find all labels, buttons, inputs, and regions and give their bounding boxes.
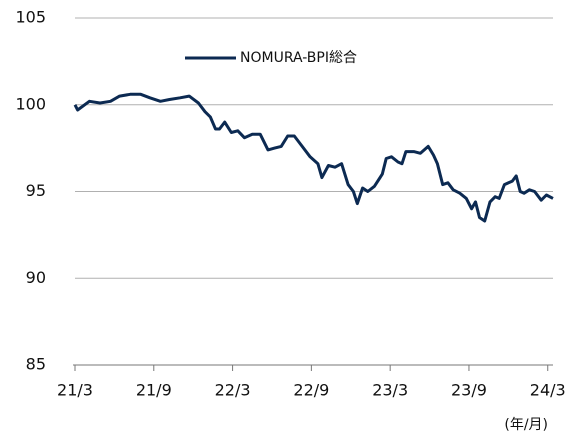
- x-tick-label: 23/9: [451, 381, 487, 400]
- x-tick-label: 21/3: [57, 381, 93, 400]
- line-series: [73, 92, 554, 223]
- x-tick-label: 22/9: [293, 381, 329, 400]
- y-tick-label: 100: [15, 94, 46, 113]
- x-tick-label: 23/3: [372, 381, 408, 400]
- x-unit: (年/月): [504, 417, 548, 433]
- x-tick-label: 21/9: [136, 381, 172, 400]
- y-tick-label: 105: [15, 8, 46, 27]
- y-tick-label: 90: [26, 268, 46, 287]
- y-tick-label: 85: [26, 355, 46, 374]
- x-tick-label: 24/3: [530, 381, 566, 400]
- y-tick-label: 95: [26, 181, 46, 200]
- legend-label: NOMURA-BPI総合: [240, 50, 357, 66]
- x-tick-label: 22/3: [215, 381, 251, 400]
